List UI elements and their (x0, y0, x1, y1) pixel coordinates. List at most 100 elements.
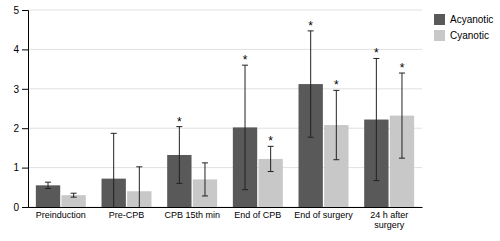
error-bar-cap (202, 195, 208, 196)
legend-swatch (434, 14, 445, 25)
legend-item: Cyanotic (434, 30, 489, 41)
significance-mark: * (374, 46, 379, 60)
significance-mark: * (308, 19, 313, 33)
error-bar-cap (333, 159, 339, 160)
error-bar-stem (73, 193, 74, 197)
error-bar-stem (245, 65, 246, 190)
y-axis-line (22, 11, 29, 208)
y-tick-mark (22, 89, 28, 90)
error-bar-cap (399, 158, 405, 159)
error-bar (136, 167, 142, 207)
grid-line (28, 88, 422, 89)
error-bar-stem (270, 146, 271, 171)
error-bar-stem (336, 90, 337, 159)
y-tick-label: 5 (13, 5, 19, 16)
y-tick-mark (22, 10, 28, 11)
error-bar-cap (45, 188, 51, 189)
grid-line (28, 167, 422, 168)
x-tick-label-line: End of surgery (294, 210, 353, 220)
x-tick-label-line: surgery (374, 220, 405, 230)
x-tick-label: End of CPB (234, 210, 281, 220)
significance-mark: * (243, 53, 248, 67)
x-tick-label: Pre-CPB (109, 210, 145, 220)
significance-mark: * (268, 134, 273, 148)
marks (36, 31, 414, 207)
error-bar-stem (310, 31, 311, 137)
legend-item: Acyanotic (434, 14, 493, 25)
legend-swatch (434, 30, 445, 41)
error-bar-stem (179, 127, 180, 184)
x-tick: Preinduction (36, 210, 86, 220)
x-tick: CPB 15th min (164, 210, 220, 220)
y-tick-mark (22, 128, 28, 129)
grid-line (28, 49, 422, 50)
y-tick-mark (22, 207, 28, 208)
error-bar-cap (202, 162, 208, 163)
y-tick-label: 2 (13, 123, 19, 134)
error-bar-cap (176, 183, 182, 184)
x-tick: End of CPB (234, 210, 281, 220)
error-bar-cap (111, 133, 117, 134)
grid-line (28, 10, 422, 11)
grid (28, 10, 422, 207)
y-tick-label: 1 (13, 162, 19, 173)
x-tick-label: Preinduction (36, 210, 86, 220)
error-bar-stem (113, 133, 114, 207)
error-bar-stem (376, 58, 377, 180)
y-tick-mark (22, 168, 28, 169)
error-bar-cap (71, 197, 77, 198)
series (61, 116, 414, 207)
legend: Acyanotic Cyanotic (434, 14, 493, 41)
x-tick-label-line: End of CPB (234, 210, 281, 220)
y-tick: 1 (13, 162, 28, 173)
error-bar (202, 163, 208, 196)
error-bar (399, 73, 405, 158)
x-axis: Preinduction Pre-CPB CPB 15th min End of CP… (29, 208, 423, 231)
significance-mark: * (400, 61, 405, 75)
legend-label: Acyanotic (450, 14, 493, 25)
x-axis-line (29, 207, 423, 208)
error-bar (242, 65, 248, 190)
x-tick: End of surgery (294, 210, 353, 220)
x-tick: Pre-CPB (109, 210, 145, 220)
error-bar-stem (204, 163, 205, 196)
y-tick: 0 (13, 202, 28, 213)
error-bar-cap (71, 193, 77, 194)
grid-line (28, 207, 422, 208)
x-tick-label-line: 24 h after (370, 210, 408, 220)
error-bar-stem (48, 182, 49, 188)
chart: 0 1 2 3 4 5 Preinduction Pre-CPB CPB 15th min End… (0, 0, 500, 241)
x-tick-label: CPB 15th min (164, 210, 220, 220)
bar (61, 195, 85, 207)
significance-mark: * (177, 115, 182, 129)
y-tick-label: 0 (13, 202, 19, 213)
x-tick: 24 h aftersurgery (370, 210, 408, 230)
error-bar-stem (401, 73, 402, 158)
error-bar-cap (45, 182, 51, 183)
bar (36, 185, 60, 207)
plot: 0 1 2 3 4 5 Preinduction Pre-CPB CPB 15th min End… (13, 5, 493, 231)
error-bar (268, 146, 274, 171)
y-tick: 3 (13, 84, 28, 95)
x-tick-label-line: Pre-CPB (109, 210, 145, 220)
error-bar-stem (139, 167, 140, 207)
error-bar-cap (373, 180, 379, 181)
error-bar (333, 90, 339, 159)
annotations: ******* (177, 19, 405, 148)
y-tick: 2 (13, 123, 28, 134)
x-tick-label-line: CPB 15th min (164, 210, 220, 220)
y-tick: 4 (13, 44, 28, 55)
error-bar (308, 31, 314, 137)
x-tick-label: 24 h aftersurgery (370, 210, 408, 230)
legend-label: Cyanotic (450, 30, 489, 41)
y-axis: 0 1 2 3 4 5 (13, 5, 28, 213)
error-bar-cap (242, 189, 248, 190)
x-tick-label: End of surgery (294, 210, 353, 220)
error-bar (373, 58, 379, 180)
error-bar-cap (268, 171, 274, 172)
x-tick-label-line: Preinduction (36, 210, 86, 220)
error-bar-cap (308, 137, 314, 138)
y-tick-mark (22, 49, 28, 50)
error-bar (71, 193, 77, 197)
error-bar (45, 182, 51, 188)
